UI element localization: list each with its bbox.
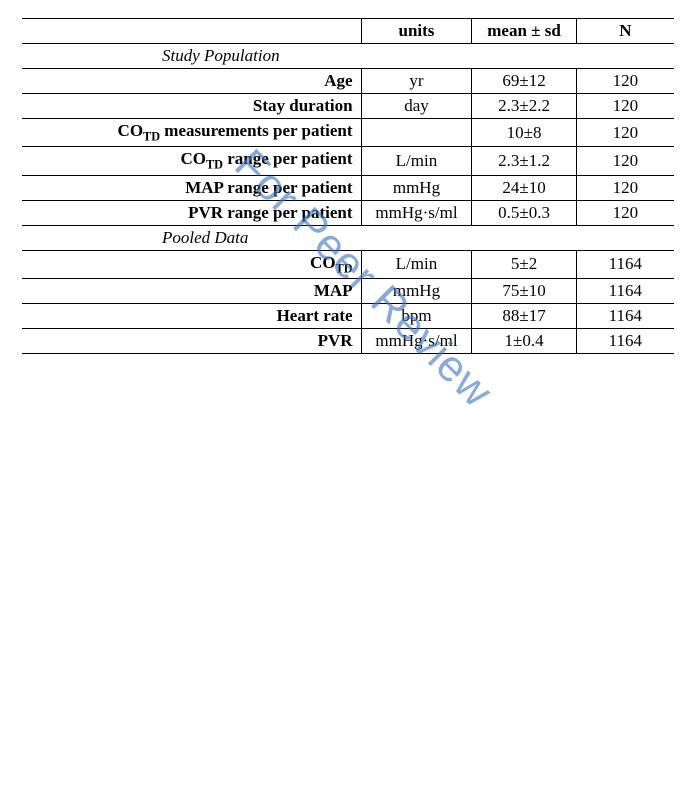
row-label: Age [22, 69, 361, 94]
table-row: COTDL/min5±21164 [22, 250, 674, 278]
row-n: 1164 [576, 250, 674, 278]
row-n: 1164 [576, 329, 674, 354]
row-n: 120 [576, 94, 674, 119]
table-row: Heart ratebpm88±171164 [22, 304, 674, 329]
row-mean: 5±2 [472, 250, 576, 278]
table-row: MAPmmHg75±101164 [22, 279, 674, 304]
col-header-units: units [361, 19, 472, 44]
row-units: day [361, 94, 472, 119]
table-row: PVRmmHg·s/ml1±0.41164 [22, 329, 674, 354]
table-header-row: units mean ± sd N [22, 19, 674, 44]
col-header-n: N [576, 19, 674, 44]
table-row: COTD measurements per patient 10±8120 [22, 119, 674, 147]
row-label: Stay duration [22, 94, 361, 119]
table-row: PVR range per patientmmHg·s/ml0.5±0.3120 [22, 200, 674, 225]
row-mean: 88±17 [472, 304, 576, 329]
row-label: MAP [22, 279, 361, 304]
row-label: COTD measurements per patient [22, 119, 361, 147]
row-label: PVR [22, 329, 361, 354]
table-row: MAP range per patientmmHg24±10120 [22, 175, 674, 200]
data-table: units mean ± sd N Study PopulationAgeyr6… [22, 18, 674, 354]
section-title-row: Study Population [22, 44, 674, 69]
col-header-label [22, 19, 361, 44]
row-label: COTD range per patient [22, 147, 361, 175]
row-units: mmHg·s/ml [361, 200, 472, 225]
row-mean: 10±8 [472, 119, 576, 147]
row-label: MAP range per patient [22, 175, 361, 200]
col-header-mean: mean ± sd [472, 19, 576, 44]
row-mean: 69±12 [472, 69, 576, 94]
row-n: 120 [576, 119, 674, 147]
table-row: Ageyr69±12120 [22, 69, 674, 94]
row-mean: 24±10 [472, 175, 576, 200]
row-units: mmHg [361, 279, 472, 304]
section-title: Pooled Data [22, 225, 674, 250]
row-mean: 75±10 [472, 279, 576, 304]
row-label: PVR range per patient [22, 200, 361, 225]
row-units: mmHg·s/ml [361, 329, 472, 354]
row-units: L/min [361, 147, 472, 175]
row-units: bpm [361, 304, 472, 329]
row-n: 120 [576, 175, 674, 200]
row-units: mmHg [361, 175, 472, 200]
row-n: 120 [576, 69, 674, 94]
row-n: 1164 [576, 304, 674, 329]
table-row: Stay durationday2.3±2.2120 [22, 94, 674, 119]
row-n: 120 [576, 200, 674, 225]
row-mean: 2.3±1.2 [472, 147, 576, 175]
row-units [361, 119, 472, 147]
section-title-row: Pooled Data [22, 225, 674, 250]
row-units: L/min [361, 250, 472, 278]
table-row: COTD range per patientL/min2.3±1.2120 [22, 147, 674, 175]
row-label: Heart rate [22, 304, 361, 329]
row-mean: 2.3±2.2 [472, 94, 576, 119]
row-units: yr [361, 69, 472, 94]
section-title: Study Population [22, 44, 674, 69]
row-label: COTD [22, 250, 361, 278]
row-n: 120 [576, 147, 674, 175]
row-mean: 0.5±0.3 [472, 200, 576, 225]
row-mean: 1±0.4 [472, 329, 576, 354]
row-n: 1164 [576, 279, 674, 304]
